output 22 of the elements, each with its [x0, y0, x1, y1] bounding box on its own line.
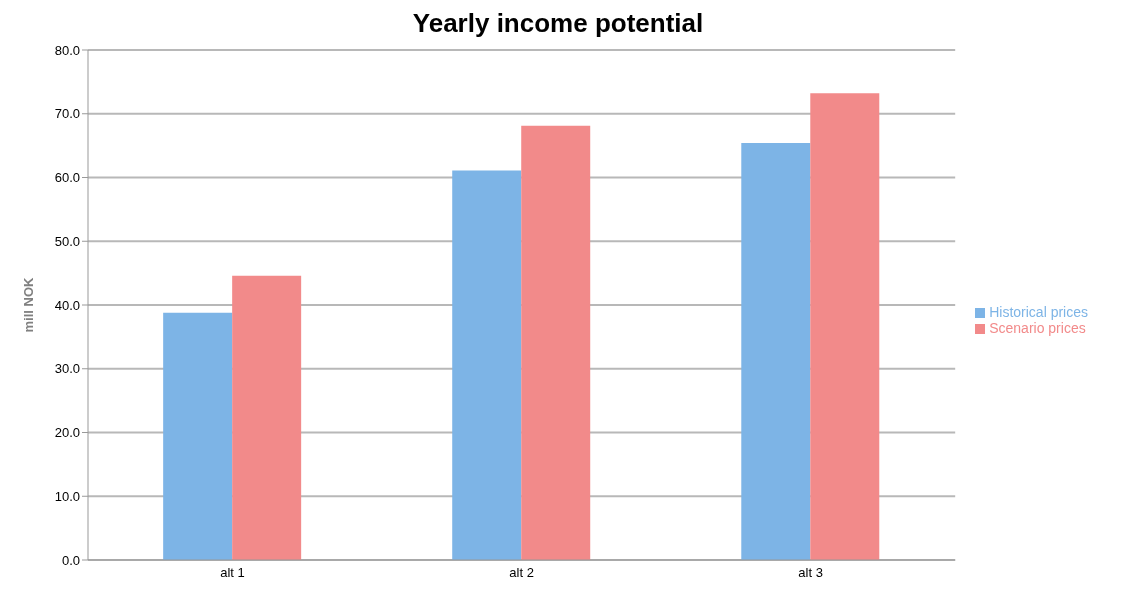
- bar: [452, 170, 522, 560]
- y-tick-label: 70.0: [54, 106, 80, 122]
- y-tick-label: 10.0: [54, 488, 80, 504]
- x-tick-label: alt 1: [220, 565, 245, 581]
- legend-label: Scenario prices: [989, 320, 1086, 336]
- y-tick-label: 40.0: [54, 297, 80, 313]
- bar: [232, 275, 302, 560]
- y-tick-label: 80.0: [54, 42, 80, 58]
- x-tick-label: alt 2: [509, 565, 534, 581]
- y-axis-title: mill NOK: [20, 276, 36, 333]
- y-tick-label: 0.0: [61, 552, 80, 568]
- bar: [163, 312, 233, 560]
- chart-title: Yearly income potential: [411, 8, 705, 39]
- bar: [810, 93, 880, 560]
- y-tick-label: 20.0: [54, 425, 80, 441]
- y-tick-label: 60.0: [54, 170, 80, 186]
- legend-label: Historical prices: [989, 304, 1088, 320]
- x-tick-label: alt 3: [798, 565, 823, 581]
- y-tick-label: 30.0: [54, 361, 80, 377]
- bar: [521, 125, 591, 560]
- y-tick-label: 50.0: [54, 233, 80, 249]
- bar: [741, 143, 811, 560]
